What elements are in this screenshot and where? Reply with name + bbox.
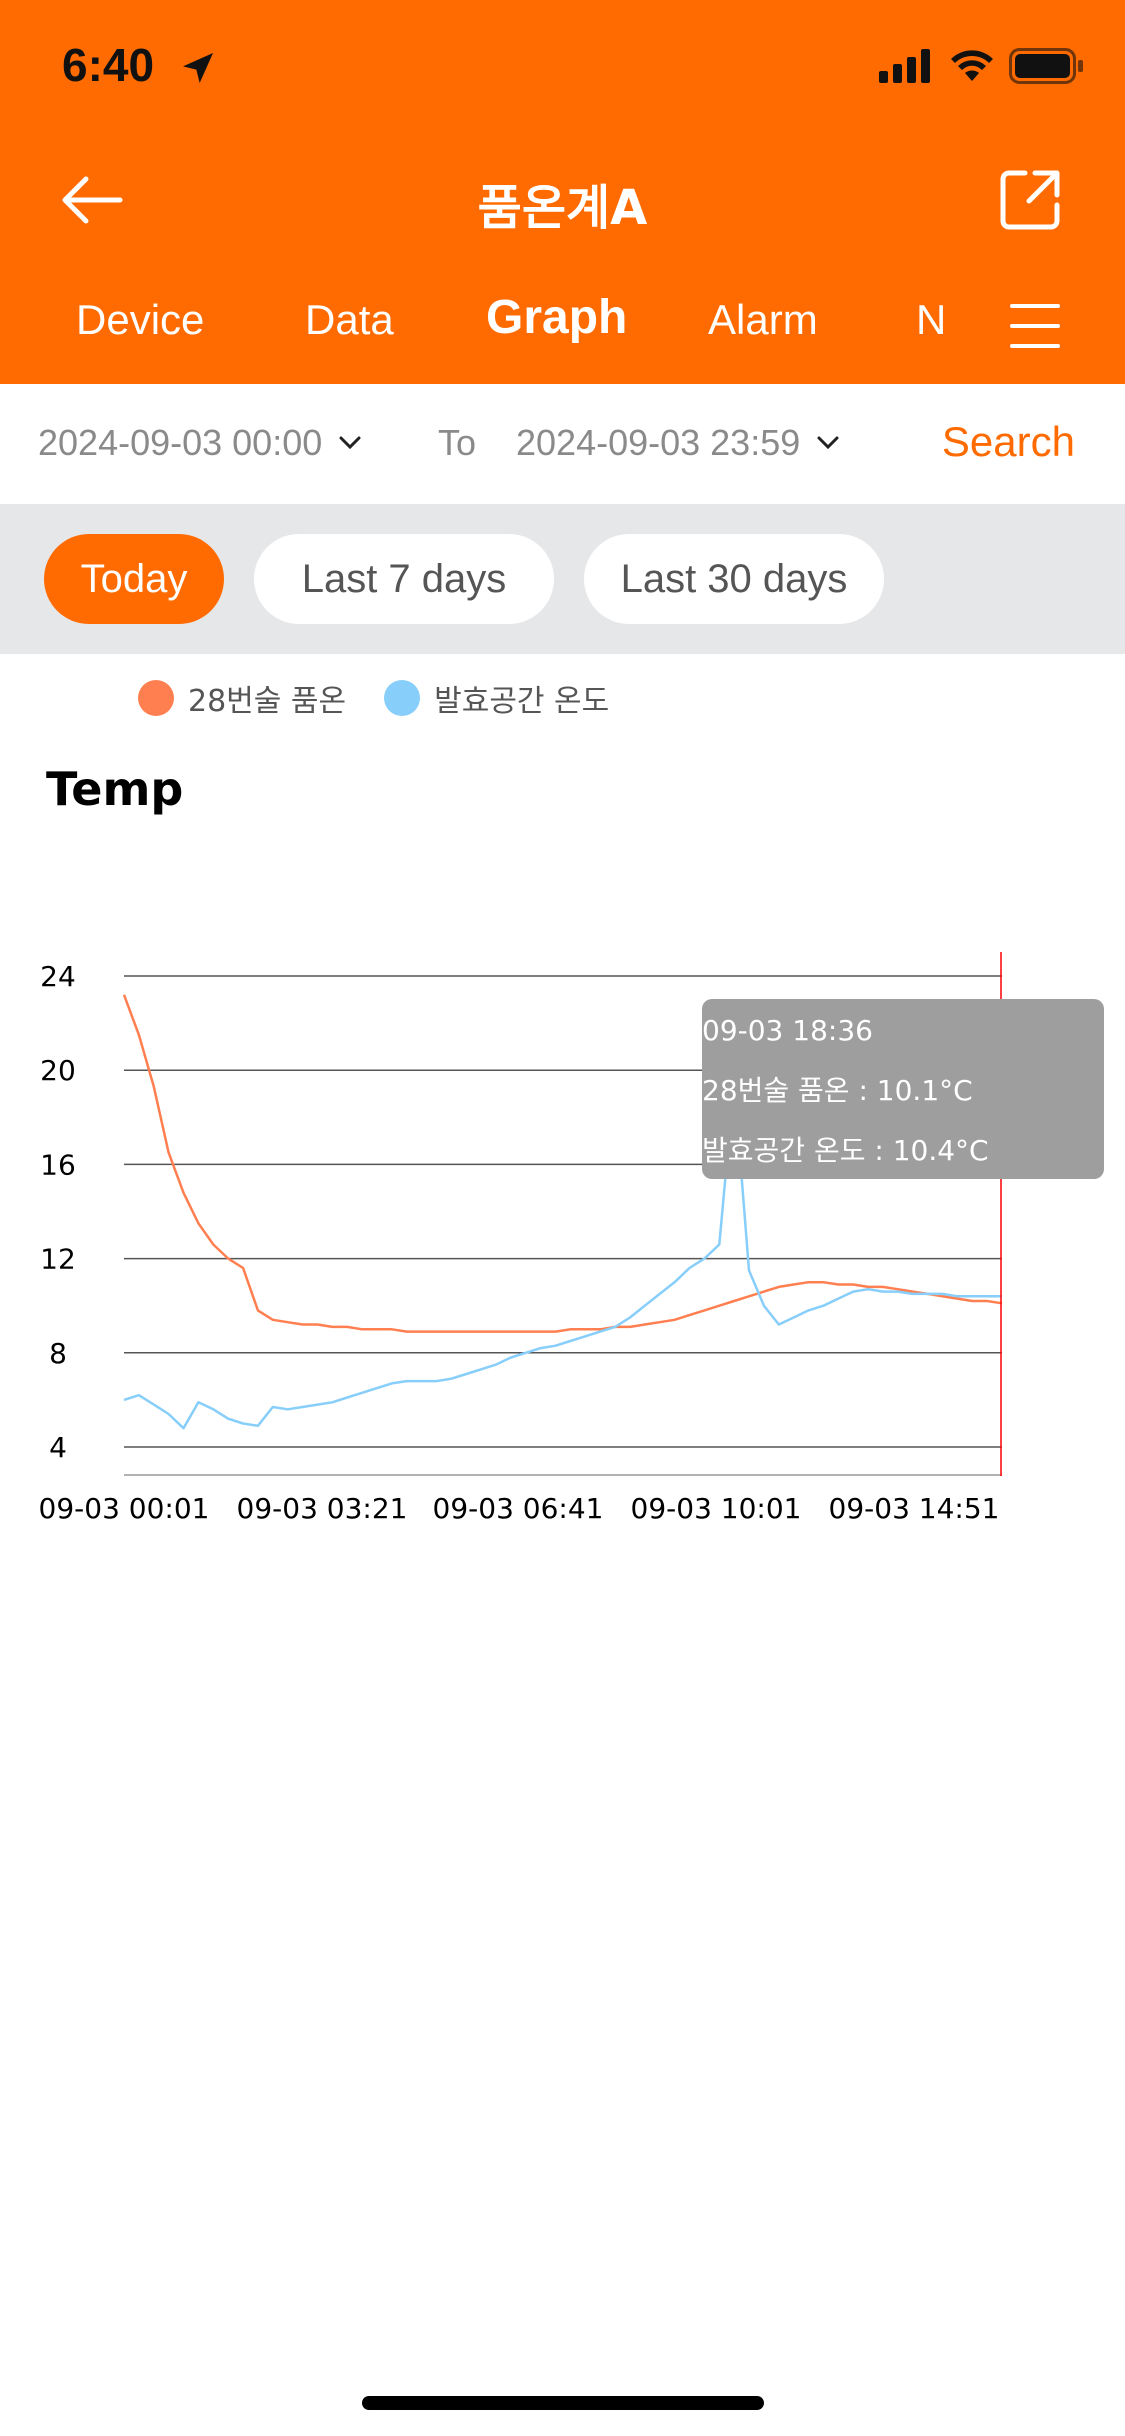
last-30-days-button[interactable]: Last 30 days [584, 534, 884, 624]
search-button[interactable]: Search [941, 418, 1075, 465]
app-header: 6:40 품온계A Device Data Gra [0, 0, 1125, 384]
back-button[interactable] [52, 160, 132, 240]
battery-icon [1009, 48, 1083, 84]
x-tick-label: 09-03 03:21 [237, 1492, 408, 1525]
home-indicator [362, 2396, 764, 2410]
to-label: To [438, 422, 477, 463]
status-time: 6:40 [62, 39, 155, 91]
tab-device[interactable]: Device [76, 296, 205, 343]
legend-item-series-1[interactable]: 28번술 품온 [138, 676, 346, 720]
tab-n[interactable]: N [916, 296, 947, 343]
quick-range-bar: Today Last 7 days Last 30 days [0, 504, 1125, 654]
tooltip-text: 09-03 18:36 [702, 1014, 873, 1047]
hamburger-menu-icon[interactable] [1009, 300, 1061, 352]
y-tick-label: 4 [49, 1431, 67, 1464]
y-tick-label: 12 [40, 1243, 76, 1276]
chevron-down-icon [339, 436, 361, 450]
y-tick-label: 20 [40, 1054, 76, 1087]
wifi-icon [951, 50, 993, 81]
legend-label: 발효공간 온도 [434, 684, 610, 719]
series-line-2 [123, 1080, 1002, 1430]
tooltip-box [702, 999, 1104, 1179]
last-7-days-button[interactable]: Last 7 days [254, 534, 554, 624]
tab-graph[interactable]: Graph [486, 291, 628, 344]
today-button[interactable]: Today [44, 534, 224, 624]
status-icons [879, 48, 1085, 84]
page-title: 품온계A [477, 180, 648, 236]
arrow-left-icon [62, 176, 123, 224]
tooltip-text: 28번술 품온 : 10.1°C [702, 1074, 973, 1107]
tab-bar: Device Data Graph Alarm N [0, 290, 1125, 360]
x-tick-label: 09-03 00:01 [39, 1492, 210, 1525]
x-tick-label: 09-03 06:41 [433, 1492, 604, 1525]
chart-legend: 28번술 품온 발효공간 온도 [138, 676, 647, 720]
legend-dot [384, 680, 421, 716]
tab-alarm[interactable]: Alarm [708, 296, 818, 343]
y-tick-label: 24 [40, 960, 76, 993]
tooltip-text: 발효공간 온도 : 10.4°C [702, 1134, 989, 1167]
chart-title: Temp [46, 762, 184, 816]
external-link-icon[interactable] [995, 165, 1065, 235]
y-tick-label: 8 [49, 1337, 67, 1370]
from-date-value: 2024-09-03 00:00 [38, 422, 323, 463]
legend-item-series-2[interactable]: 발효공간 온도 [384, 676, 609, 720]
from-date-select[interactable]: 2024-09-03 00:00 [38, 422, 362, 464]
to-date-select[interactable]: 2024-09-03 23:59 [516, 422, 840, 464]
to-date-value: 2024-09-03 23:59 [516, 422, 801, 463]
location-arrow-icon [183, 53, 213, 83]
series-line-1 [122, 994, 1003, 1333]
temperature-chart[interactable]: 4 8 12 16 20 24 09-03 00:01 09-03 03:21 09-03 06… [0, 0, 1125, 1560]
x-tick-label: 09-03 14:51 [829, 1492, 1000, 1525]
chevron-down-icon [817, 436, 839, 450]
y-tick-label: 16 [40, 1148, 76, 1181]
legend-dot [138, 680, 174, 716]
x-tick-label: 09-03 10:01 [631, 1492, 802, 1525]
cellular-signal-icon [879, 49, 930, 83]
tab-data[interactable]: Data [305, 296, 394, 343]
date-range-bar: 2024-09-03 00:00 To 2024-09-03 23:59 Sea… [0, 384, 1125, 504]
legend-label: 28번술 품온 [188, 684, 347, 719]
